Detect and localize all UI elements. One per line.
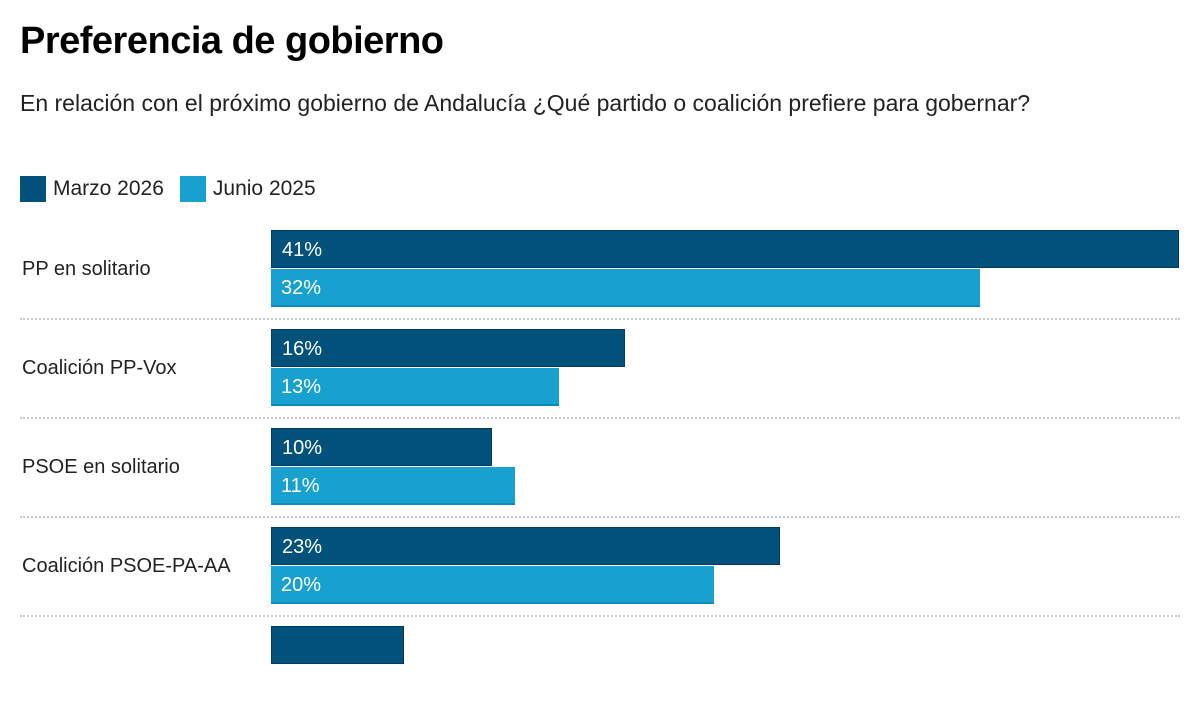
legend-item-marzo-2026: Marzo 2026 [20,176,164,202]
bar-series-0 [271,626,404,664]
bar-series-0: 16% [271,329,626,367]
bar-value-label: 16% [282,338,323,360]
category-label: PSOE en solitario [22,456,180,478]
category-label: Coalición PP-Vox [22,357,177,379]
chart-title: Preferencia de gobierno [20,20,444,62]
row-divider [20,318,1180,320]
row-divider [20,615,1180,617]
bar-series-1: 32% [271,269,980,307]
category-row: PSOE en solitario 10% 11% [20,428,1180,527]
category-row: PP en solitario 41% 32% [20,230,1180,329]
legend-swatch-series-0 [20,176,46,202]
legend-swatch-series-1 [179,176,206,202]
legend-label-series-1: Junio 2025 [212,177,316,200]
bar-value-label: 32% [281,277,322,299]
category-row [20,626,1180,725]
bar-value-label: 41% [282,239,323,261]
bar-series-0: 10% [271,428,493,466]
category-row: Coalición PSOE-PA-AA 23% 20% [20,527,1180,626]
category-label: Coalición PSOE-PA-AA [22,555,231,577]
legend-item-junio-2025: Junio 2025 [179,176,316,202]
legend-label-series-0: Marzo 2026 [53,177,164,200]
chart-subtitle: En relación con el próximo gobierno de A… [20,90,1031,116]
row-divider [20,516,1180,518]
bar-series-1: 11% [271,467,515,505]
bar-series-1: 20% [271,566,714,604]
legend: Marzo 2026 Junio 2025 [20,176,332,202]
bar-series-0: 41% [271,230,1179,268]
bar-value-label: 10% [282,437,323,459]
category-label: PP en solitario [22,258,151,280]
bar-value-label: 13% [281,376,322,398]
bar-value-label: 23% [282,536,323,558]
bar-series-1: 13% [271,368,559,406]
bar-series-0: 23% [271,527,781,565]
category-row: Coalición PP-Vox 16% 13% [20,329,1180,428]
bar-value-label: 20% [281,574,322,596]
row-divider [20,417,1180,419]
bar-value-label: 11% [281,475,320,497]
